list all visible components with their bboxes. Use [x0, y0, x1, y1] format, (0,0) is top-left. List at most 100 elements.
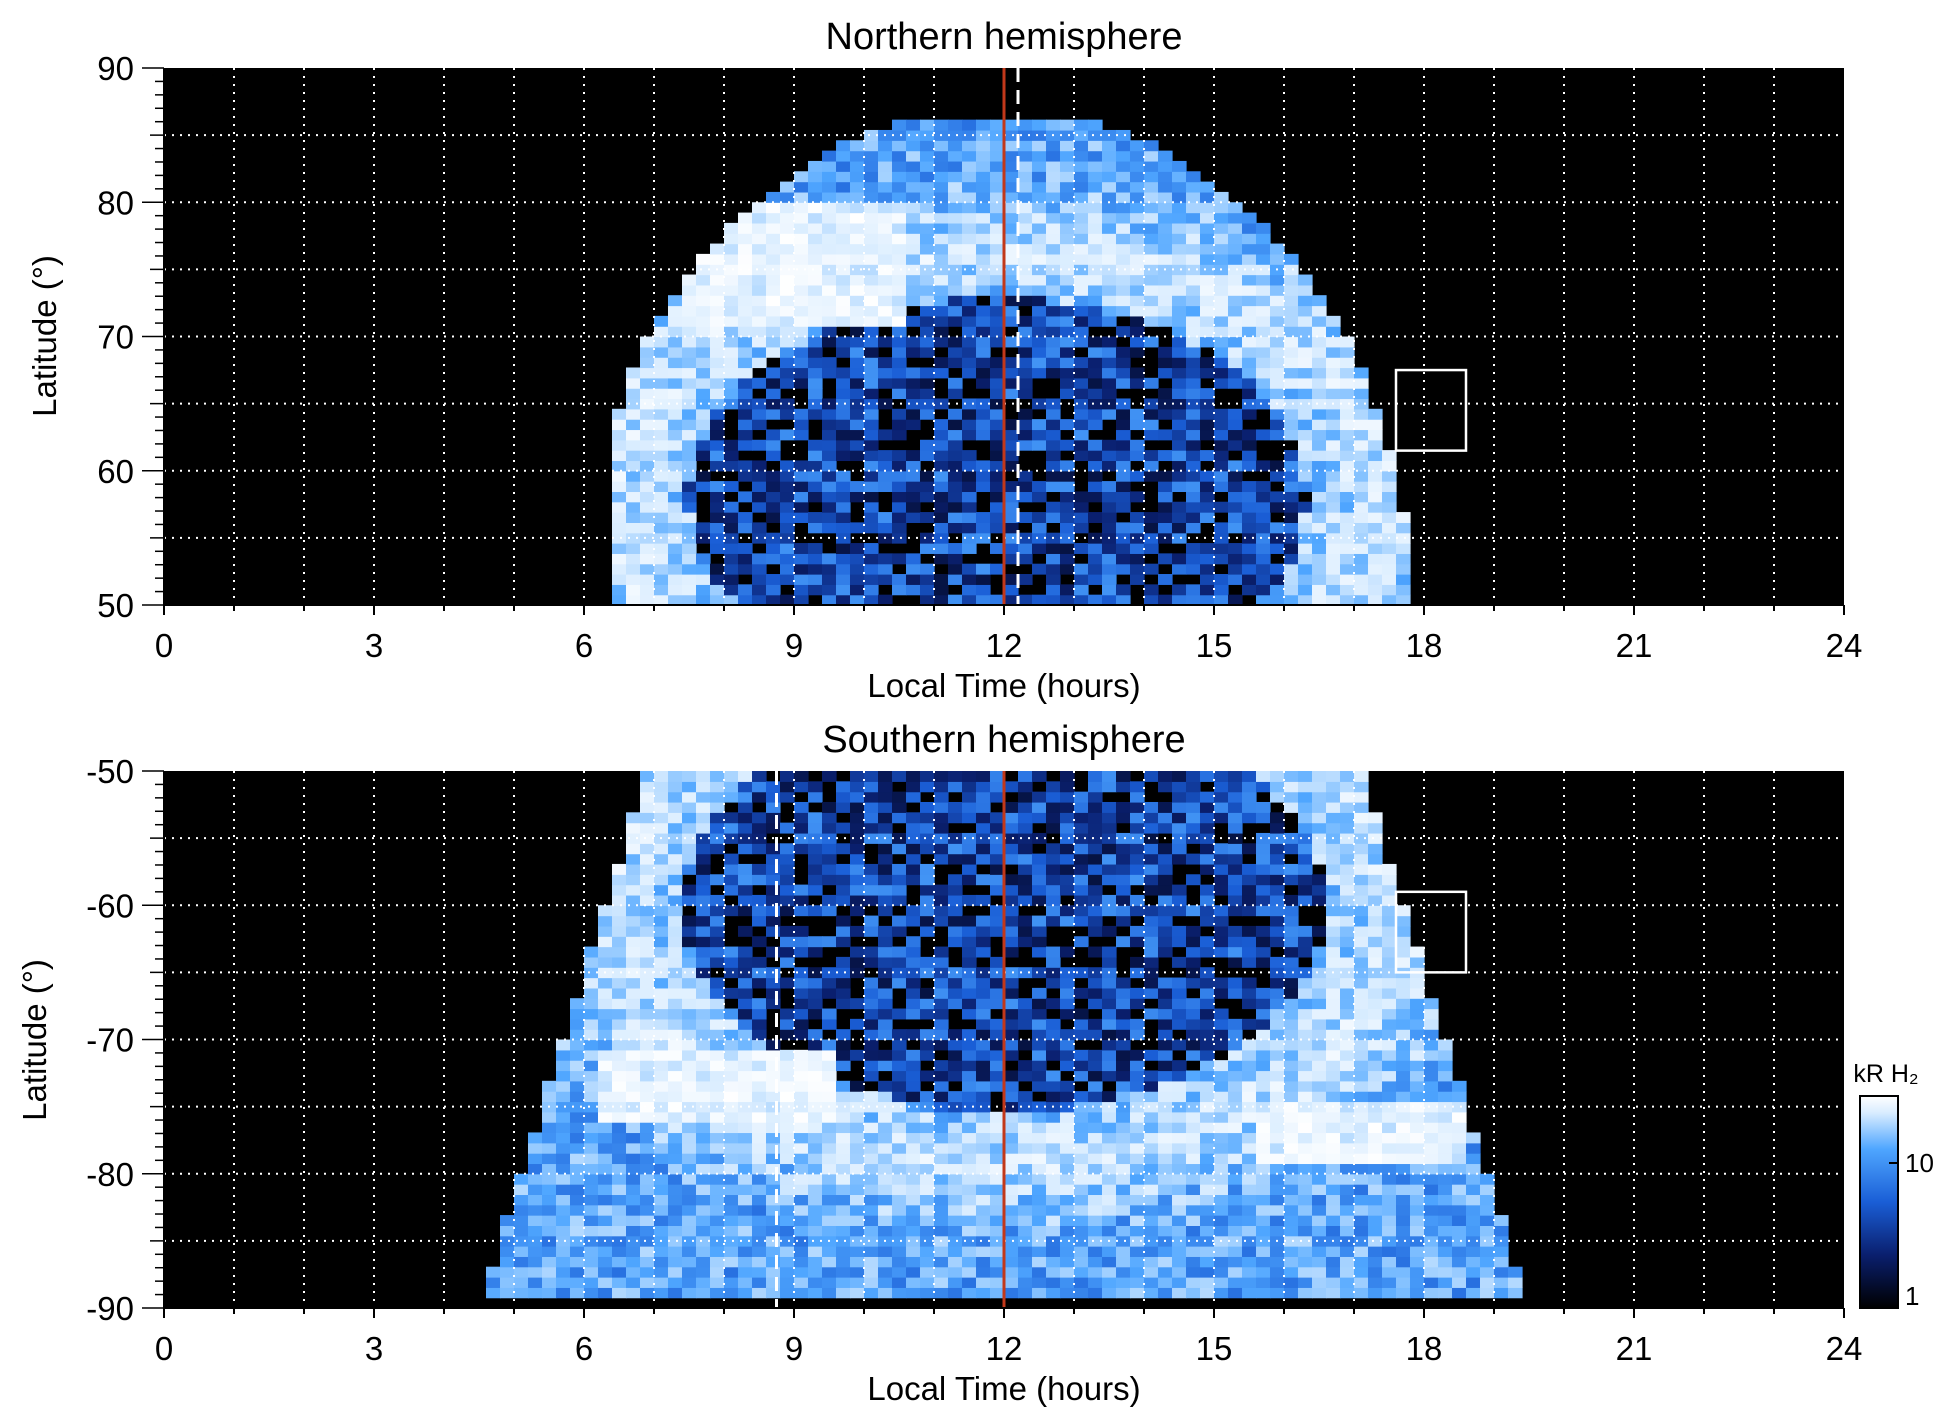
heatmap-cell: [1158, 1153, 1173, 1164]
heatmap-cell: [850, 316, 865, 327]
heatmap-cell: [654, 522, 669, 533]
heatmap-cell: [1368, 957, 1383, 968]
heatmap-cell: [612, 1256, 627, 1267]
heatmap-cell: [906, 223, 921, 234]
y-tick-label: 60: [97, 453, 134, 490]
heatmap-cell: [682, 957, 697, 968]
heatmap-cell: [1186, 481, 1201, 492]
heatmap-cell: [738, 978, 753, 989]
heatmap-cell: [962, 1246, 977, 1257]
heatmap-cell: [948, 1163, 963, 1174]
heatmap-cell: [1368, 1029, 1383, 1040]
heatmap-cell: [1284, 1060, 1299, 1071]
heatmap-cell: [1018, 378, 1033, 389]
heatmap-cell: [1130, 905, 1145, 916]
heatmap-cell: [1284, 1205, 1299, 1216]
heatmap-cell: [1326, 440, 1341, 451]
heatmap-cell: [1004, 151, 1019, 162]
heatmap-cell: [920, 171, 935, 182]
heatmap-cell: [682, 450, 697, 461]
heatmap-cell: [626, 1194, 641, 1205]
heatmap-cell: [1298, 988, 1313, 999]
heatmap-cell: [584, 1143, 599, 1154]
heatmap-cell: [934, 357, 949, 368]
heatmap-cell: [1340, 1153, 1355, 1164]
heatmap-cell: [948, 130, 963, 141]
heatmap-cell: [752, 347, 767, 358]
heatmap-cell: [1032, 491, 1047, 502]
heatmap-cell: [752, 771, 767, 782]
heatmap-cell: [1340, 1163, 1355, 1174]
heatmap-cell: [1004, 1174, 1019, 1185]
heatmap-cell: [1214, 471, 1229, 482]
heatmap-cell: [696, 1112, 711, 1123]
heatmap-cell: [1438, 1287, 1453, 1298]
heatmap-cell: [1060, 584, 1075, 595]
heatmap-cell: [1004, 388, 1019, 399]
heatmap-cell: [696, 812, 711, 823]
heatmap-cell: [878, 213, 893, 224]
heatmap-cell: [1158, 1246, 1173, 1257]
heatmap-cell: [654, 1287, 669, 1298]
heatmap-cell: [1186, 409, 1201, 420]
heatmap-cell: [1466, 1163, 1481, 1174]
heatmap-cell: [1074, 1091, 1089, 1102]
heatmap-cell: [1144, 182, 1159, 193]
heatmap-cell: [1242, 885, 1257, 896]
heatmap-cell: [1242, 1184, 1257, 1195]
heatmap-cell: [710, 1215, 725, 1226]
heatmap-cell: [1298, 429, 1313, 440]
heatmap-cell: [752, 1225, 767, 1236]
heatmap-cell: [724, 1009, 739, 1020]
heatmap-cell: [1298, 481, 1313, 492]
heatmap-cell: [990, 792, 1005, 803]
heatmap-cell: [1410, 1050, 1425, 1061]
heatmap-cell: [1046, 1215, 1061, 1226]
heatmap-cell: [682, 916, 697, 927]
heatmap-cell: [1326, 781, 1341, 792]
heatmap-cell: [864, 367, 879, 378]
heatmap-cell: [738, 440, 753, 451]
heatmap-cell: [1228, 419, 1243, 430]
heatmap-cell: [892, 1081, 907, 1092]
heatmap-cell: [990, 460, 1005, 471]
heatmap-cell: [1074, 574, 1089, 585]
heatmap-cell: [808, 854, 823, 865]
heatmap-cell: [752, 936, 767, 947]
heatmap-cell: [612, 1122, 627, 1133]
heatmap-cell: [1032, 357, 1047, 368]
heatmap-cell: [654, 1132, 669, 1143]
heatmap-cell: [1144, 936, 1159, 947]
heatmap-cell: [1158, 1081, 1173, 1092]
heatmap-cell: [794, 347, 809, 358]
heatmap-cell: [1312, 1163, 1327, 1174]
heatmap-cell: [1298, 553, 1313, 564]
heatmap-cell: [1452, 1236, 1467, 1247]
heatmap-cell: [780, 1009, 795, 1020]
heatmap-cell: [1326, 854, 1341, 865]
heatmap-cell: [766, 1194, 781, 1205]
heatmap-cell: [1214, 854, 1229, 865]
heatmap-cell: [668, 564, 683, 575]
heatmap-cell: [948, 812, 963, 823]
heatmap-cell: [1382, 1009, 1397, 1020]
heatmap-cell: [1242, 326, 1257, 337]
heatmap-cell: [1186, 584, 1201, 595]
heatmap-cell: [640, 388, 655, 399]
heatmap-cell: [1256, 957, 1271, 968]
heatmap-cell: [1102, 823, 1117, 834]
heatmap-cell: [738, 1029, 753, 1040]
heatmap-cell: [1228, 1205, 1243, 1216]
heatmap-cell: [1298, 306, 1313, 317]
heatmap-cell: [1032, 419, 1047, 430]
heatmap-cell: [766, 553, 781, 564]
heatmap-cell: [822, 182, 837, 193]
heatmap-cell: [1074, 1267, 1089, 1278]
heatmap-cell: [850, 481, 865, 492]
heatmap-cell: [1200, 295, 1215, 306]
heatmap-cell: [822, 1091, 837, 1102]
heatmap-cell: [934, 471, 949, 482]
heatmap-cell: [1284, 285, 1299, 296]
heatmap-cell: [1018, 285, 1033, 296]
heatmap-cell: [906, 978, 921, 989]
